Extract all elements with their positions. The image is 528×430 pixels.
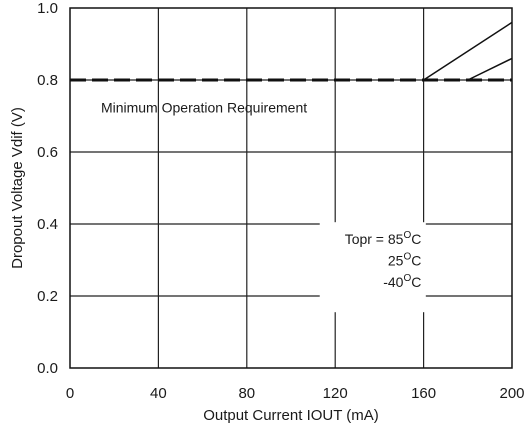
y-tick-label: 1.0 — [37, 0, 58, 17]
y-tick-label: 0.4 — [37, 216, 58, 233]
series-line-2 — [467, 57, 513, 81]
y-tick-label: 0.8 — [37, 72, 58, 89]
plot-frame — [69, 7, 513, 369]
x-tick-label: 80 — [238, 385, 255, 402]
x-axis-label: Output Current IOUT (mA) — [203, 407, 379, 424]
temperature-label: -40OC — [383, 273, 421, 290]
x-tick-labels: 0 40 80 120 160 200 — [66, 385, 525, 402]
reference-line-label: Minimum Operation Requirement — [101, 99, 307, 115]
series-lines — [423, 21, 513, 81]
y-tick-label: 0.2 — [37, 288, 58, 305]
y-tick-label: 0.6 — [37, 144, 58, 161]
annotation-background — [319, 222, 426, 313]
grid-lines — [70, 8, 512, 368]
y-axis-label: Dropout Voltage Vdif (V) — [9, 107, 26, 269]
series-line-1 — [423, 21, 513, 81]
temperature-label: 25OC — [388, 251, 421, 268]
x-tick-label: 160 — [411, 385, 436, 402]
temperature-label: Topr = 85OC — [345, 230, 422, 247]
x-tick-label: 40 — [150, 385, 167, 402]
annotations: Minimum Operation Requirement Topr = 85OC… — [101, 99, 421, 290]
plot-background — [70, 8, 512, 368]
x-tick-label: 0 — [66, 385, 74, 402]
x-tick-label: 200 — [499, 385, 524, 402]
y-tick-label: 0.0 — [37, 360, 58, 377]
x-tick-label: 120 — [323, 385, 348, 402]
y-tick-labels: 0.0 0.2 0.4 0.6 0.8 1.0 — [37, 0, 58, 377]
